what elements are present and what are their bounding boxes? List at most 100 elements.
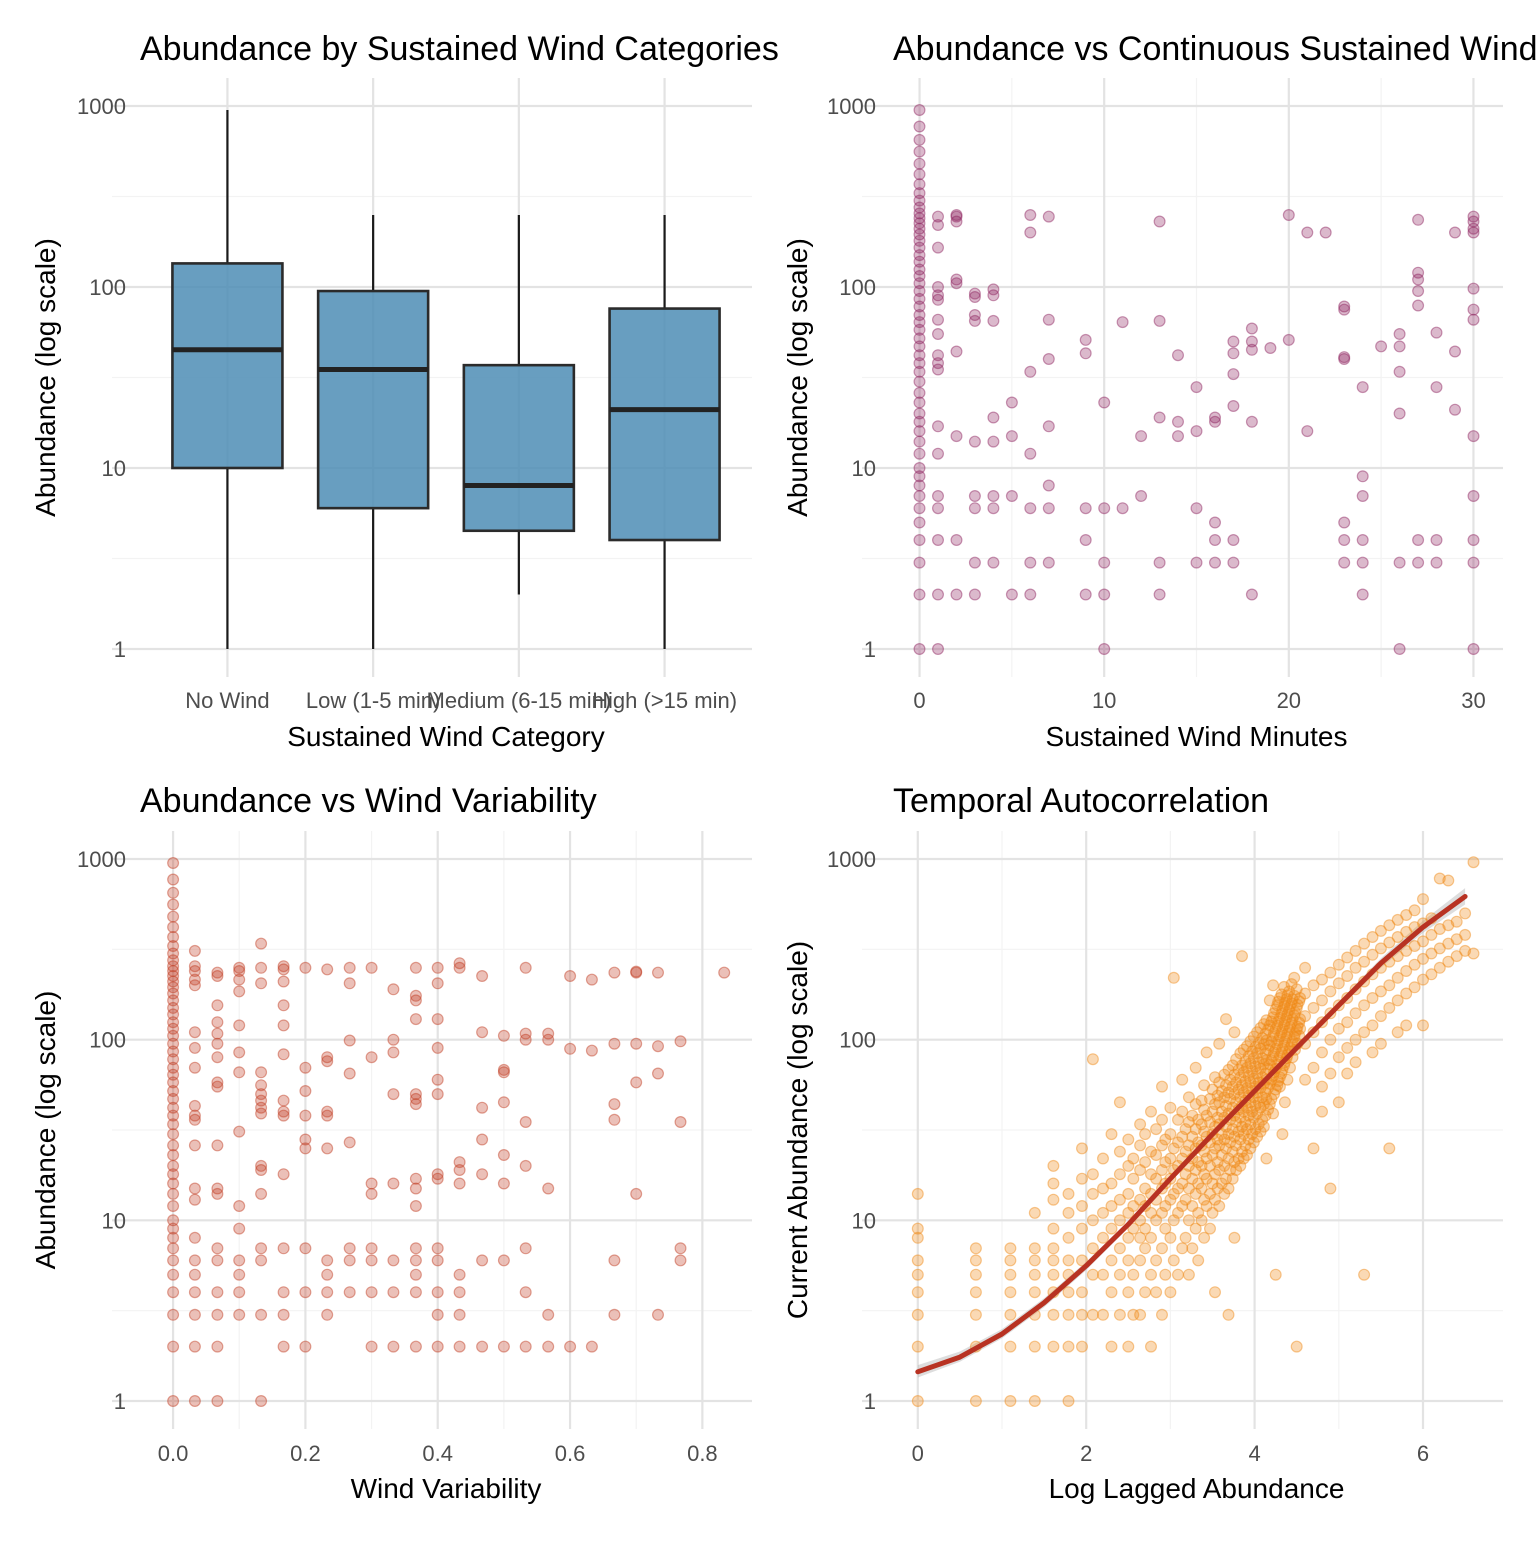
box-2 xyxy=(316,214,430,649)
data-point xyxy=(167,910,180,923)
data-point xyxy=(911,1231,924,1244)
data-point xyxy=(911,1340,924,1353)
data-point xyxy=(1366,991,1379,1004)
panel-title: Abundance vs Wind Variability xyxy=(140,782,597,820)
data-point xyxy=(1096,1268,1109,1281)
data-point xyxy=(387,1046,400,1059)
data-point xyxy=(519,1033,532,1046)
data-point xyxy=(233,1066,246,1079)
data-point xyxy=(542,1340,555,1353)
data-point xyxy=(1358,1268,1371,1281)
data-point xyxy=(1215,1148,1228,1161)
data-point xyxy=(1408,981,1421,994)
data-point xyxy=(1281,1073,1294,1086)
data-point xyxy=(497,1340,510,1353)
data-point xyxy=(1276,1042,1289,1055)
data-point xyxy=(1267,1050,1280,1063)
data-point xyxy=(1285,978,1298,991)
data-point xyxy=(1206,1177,1219,1190)
data-point xyxy=(1467,947,1480,960)
data-point xyxy=(188,1182,201,1195)
data-point xyxy=(497,1063,510,1076)
data-point xyxy=(188,1231,201,1244)
data-point xyxy=(1442,955,1455,968)
data-point xyxy=(188,1254,201,1267)
data-point xyxy=(409,994,422,1007)
data-point xyxy=(1237,1128,1250,1141)
data-point xyxy=(188,1113,201,1126)
data-point xyxy=(913,207,926,220)
panel-3: 1 10 100 1000 0.0 0.2 0.4 0.6 0.8 Abundance vs Wi… xyxy=(30,782,752,1504)
data-point xyxy=(1416,1019,1429,1032)
data-point xyxy=(630,966,643,979)
data-point xyxy=(1293,1029,1306,1042)
data-point xyxy=(1167,1142,1180,1155)
data-point xyxy=(167,1109,180,1122)
x-tick-label: 30 xyxy=(1461,688,1485,713)
data-point xyxy=(1338,556,1351,569)
data-point xyxy=(255,1394,268,1407)
data-point xyxy=(913,375,926,388)
data-point xyxy=(913,533,926,546)
data-point xyxy=(1324,966,1337,979)
data-point xyxy=(651,1040,664,1053)
data-point xyxy=(969,1286,982,1299)
x-tick-label: Medium (6-15 min) xyxy=(427,688,612,713)
data-point xyxy=(476,1026,489,1039)
data-point xyxy=(167,1061,180,1074)
data-point xyxy=(167,1037,180,1050)
data-point xyxy=(1176,1242,1189,1255)
data-point xyxy=(913,316,926,329)
data-point xyxy=(1448,345,1461,358)
data-point xyxy=(1219,1172,1232,1185)
data-point xyxy=(1203,1159,1216,1172)
data-point xyxy=(913,194,926,207)
data-point xyxy=(167,1016,180,1029)
data-point xyxy=(409,1098,422,1111)
data-point xyxy=(913,516,926,529)
data-point xyxy=(1228,1026,1241,1039)
data-point xyxy=(1195,1182,1208,1195)
data-point xyxy=(1259,1047,1272,1060)
data-point xyxy=(1116,502,1129,515)
data-point xyxy=(1393,340,1406,353)
data-point xyxy=(913,157,926,170)
data-point xyxy=(931,210,944,223)
data-point xyxy=(1301,425,1314,438)
data-point xyxy=(913,642,926,655)
data-point xyxy=(167,1340,180,1353)
data-point xyxy=(1391,913,1404,926)
panel-title: Abundance by Sustained Wind Categories xyxy=(140,30,779,68)
data-point xyxy=(1237,1066,1250,1079)
data-point xyxy=(913,270,926,283)
data-point xyxy=(431,961,444,974)
data-point xyxy=(1408,904,1421,917)
data-point xyxy=(1105,1128,1118,1141)
data-point xyxy=(1232,1083,1245,1096)
data-point xyxy=(1315,973,1328,986)
data-point xyxy=(1203,1092,1216,1105)
data-point xyxy=(1338,303,1351,316)
data-point xyxy=(1393,556,1406,569)
data-point xyxy=(1079,333,1092,346)
data-point xyxy=(1299,1073,1312,1086)
data-point xyxy=(950,533,963,546)
data-point xyxy=(968,314,981,327)
data-point xyxy=(1338,516,1351,529)
data-point xyxy=(188,960,201,973)
data-point xyxy=(1267,1088,1280,1101)
data-point xyxy=(1467,313,1480,326)
data-point xyxy=(1228,1156,1241,1169)
data-point xyxy=(1251,1067,1264,1080)
data-point xyxy=(1262,1081,1275,1094)
data-point xyxy=(1245,415,1258,428)
data-point xyxy=(674,1115,687,1128)
data-point xyxy=(365,1286,378,1299)
data-point xyxy=(1190,381,1203,394)
data-point xyxy=(1079,347,1092,360)
data-point xyxy=(1242,1069,1255,1082)
data-point xyxy=(913,415,926,428)
panel-title: Abundance vs Continuous Sustained Wind xyxy=(893,30,1536,68)
data-point xyxy=(1299,987,1312,1000)
data-point xyxy=(167,1242,180,1255)
